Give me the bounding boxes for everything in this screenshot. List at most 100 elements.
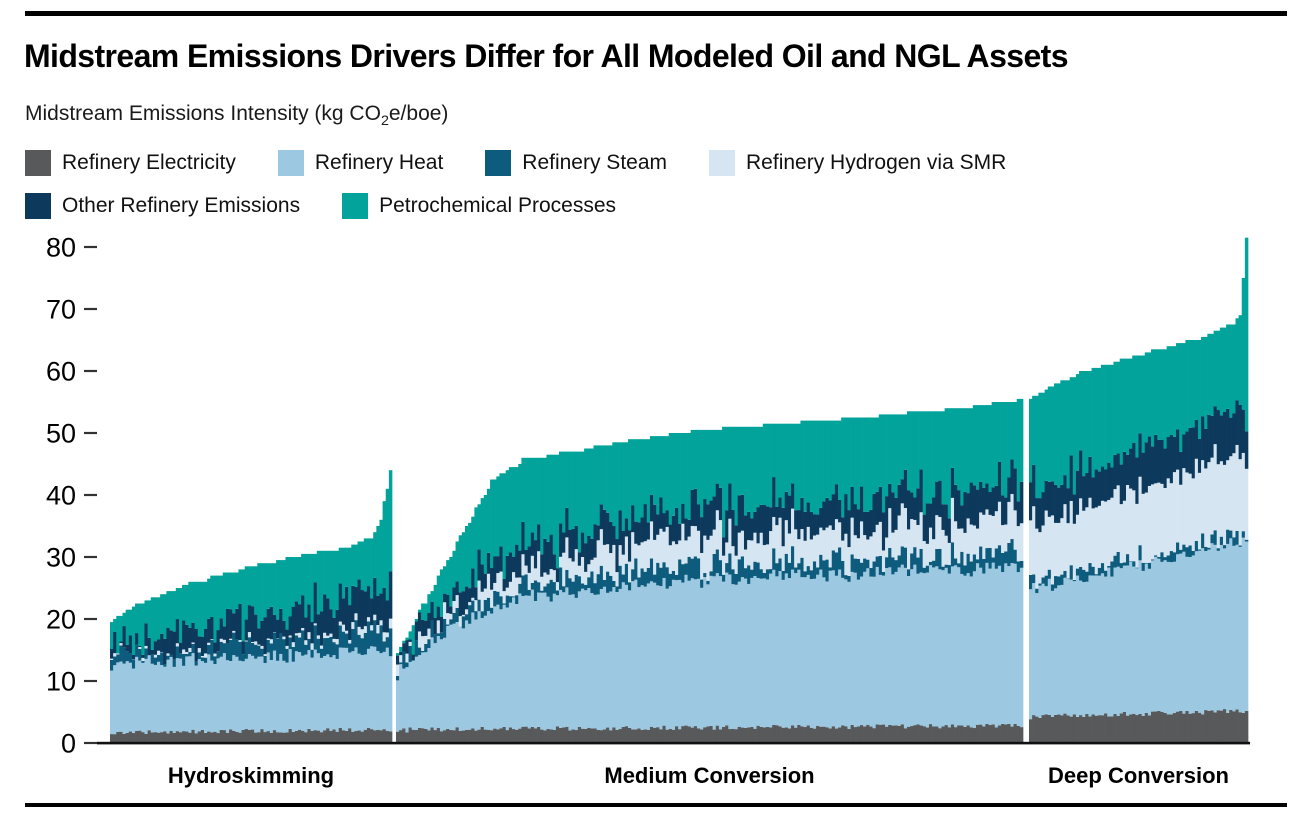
bar-segment-other bbox=[850, 486, 855, 518]
bar-segment-other bbox=[602, 509, 607, 545]
bar-segment-petro bbox=[185, 584, 189, 625]
bar-segment-electricity bbox=[869, 726, 873, 743]
bar-segment-heat bbox=[332, 655, 336, 730]
bar-segment-petro bbox=[396, 653, 400, 656]
bar-segment-other bbox=[373, 577, 377, 615]
bar-segment-steam bbox=[160, 652, 164, 665]
bar-segment-petro bbox=[241, 569, 246, 642]
bar-segment-hydrogen bbox=[1129, 488, 1133, 562]
bar-segment-electricity bbox=[932, 726, 936, 743]
bar-segment-other bbox=[338, 583, 343, 622]
bar-segment-heat bbox=[169, 656, 174, 731]
bar-segment-heat bbox=[847, 581, 851, 729]
bar-segment-electricity bbox=[866, 724, 870, 743]
bar-segment-petro bbox=[1050, 386, 1055, 482]
bar-segment-other bbox=[257, 628, 261, 645]
bar-segment-steam bbox=[1169, 551, 1174, 563]
bar-segment-other bbox=[272, 614, 277, 633]
bar-segment-other bbox=[360, 590, 365, 630]
bar-segment-other bbox=[521, 521, 525, 555]
bar-segment-other bbox=[141, 654, 145, 658]
bar-segment-steam bbox=[1244, 539, 1249, 542]
bar-segment-heat bbox=[919, 572, 924, 726]
bar-segment-electricity bbox=[684, 725, 688, 743]
bar-segment-electricity bbox=[1122, 711, 1127, 743]
bar-segment-petro bbox=[1185, 340, 1189, 432]
bar-segment-heat bbox=[200, 661, 205, 730]
bar-segment-other bbox=[1204, 428, 1208, 469]
bar-segment-steam bbox=[468, 605, 472, 624]
bar-segment-other bbox=[772, 477, 776, 517]
bar-segment-steam bbox=[225, 643, 230, 661]
bar-segment-hydrogen bbox=[1088, 497, 1092, 564]
bar-segment-electricity bbox=[750, 726, 754, 743]
bar-segment-electricity bbox=[1144, 712, 1149, 743]
bar-segment-heat bbox=[875, 566, 880, 725]
bar-segment-hydrogen bbox=[565, 537, 569, 570]
bar-segment-steam bbox=[1113, 555, 1117, 568]
bar-segment-petro bbox=[907, 411, 911, 491]
bar-segment-hydrogen bbox=[612, 544, 616, 581]
bar-segment-hydrogen bbox=[762, 545, 767, 573]
bar-segment-other bbox=[144, 623, 148, 646]
bar-segment-heat bbox=[338, 647, 343, 728]
bar-segment-heat bbox=[518, 593, 522, 729]
bar-segment-hydrogen bbox=[925, 543, 930, 566]
bar-segment-electricity bbox=[480, 726, 485, 743]
bar-segment-electricity bbox=[402, 728, 406, 743]
bar-segment-steam bbox=[222, 643, 227, 654]
bar-segment-petro bbox=[131, 606, 136, 655]
bar-segment-steam bbox=[703, 573, 707, 578]
bar-segment-heat bbox=[850, 571, 855, 725]
bar-segment-electricity bbox=[1057, 714, 1061, 743]
bar-segment-steam bbox=[323, 638, 327, 656]
y-axis-title: Midstream Emissions Intensity (kg CO2e/b… bbox=[25, 102, 448, 129]
bar-segment-hydrogen bbox=[421, 636, 425, 651]
bar-segment-other bbox=[596, 525, 601, 541]
bar-segment-other bbox=[891, 492, 895, 533]
bar-segment-other bbox=[427, 612, 431, 629]
bar-segment-petro bbox=[966, 408, 971, 494]
bar-segment-heat bbox=[816, 574, 820, 726]
bar-segment-petro bbox=[1041, 392, 1045, 493]
bar-segment-heat bbox=[366, 648, 371, 728]
bar-segment-steam bbox=[1019, 560, 1024, 568]
bar-segment-other bbox=[728, 483, 732, 519]
bar-segment-electricity bbox=[533, 728, 538, 743]
bar-segment-electricity bbox=[1188, 713, 1193, 743]
bar-segment-hydrogen bbox=[1029, 520, 1033, 575]
bar-segment-other bbox=[515, 544, 519, 578]
bar-segment-other bbox=[1057, 487, 1061, 523]
bar-segment-heat bbox=[515, 604, 519, 730]
y-axis-tick-label: 40 bbox=[46, 481, 76, 511]
bar-segment-other bbox=[954, 484, 958, 522]
bar-segment-hydrogen bbox=[1244, 468, 1249, 540]
bar-segment-other bbox=[1079, 450, 1083, 499]
bar-segment-heat bbox=[1163, 560, 1168, 713]
bar-segment-steam bbox=[335, 644, 340, 659]
bar-segment-steam bbox=[587, 577, 591, 589]
bar-segment-other bbox=[740, 494, 745, 531]
bar-segment-heat bbox=[323, 655, 327, 731]
bar-segment-heat bbox=[671, 579, 676, 730]
bar-segment-hydrogen bbox=[461, 614, 466, 617]
bar-segment-petro bbox=[436, 575, 441, 607]
bar-segment-electricity bbox=[618, 729, 623, 743]
bar-segment-steam bbox=[888, 547, 892, 568]
bar-segment-hydrogen bbox=[831, 529, 836, 551]
bar-segment-hydrogen bbox=[207, 642, 211, 645]
bar-segment-hydrogen bbox=[316, 635, 321, 639]
bar-segment-hydrogen bbox=[269, 639, 274, 644]
bar-segment-other bbox=[747, 511, 751, 541]
bar-segment-hydrogen bbox=[671, 541, 676, 571]
bar-segment-heat bbox=[427, 648, 431, 731]
y-axis-title-prefix: Midstream Emissions Intensity (kg CO bbox=[25, 102, 381, 125]
bar-segment-heat bbox=[345, 647, 349, 731]
y-axis-title-subscript: 2 bbox=[380, 113, 389, 130]
bar-segment-steam bbox=[408, 645, 413, 662]
bar-segment-petro bbox=[834, 420, 839, 485]
bar-segment-steam bbox=[957, 563, 961, 568]
bar-segment-other bbox=[449, 606, 453, 614]
bar-segment-hydrogen bbox=[1219, 461, 1224, 537]
bar-segment-petro bbox=[357, 541, 362, 580]
